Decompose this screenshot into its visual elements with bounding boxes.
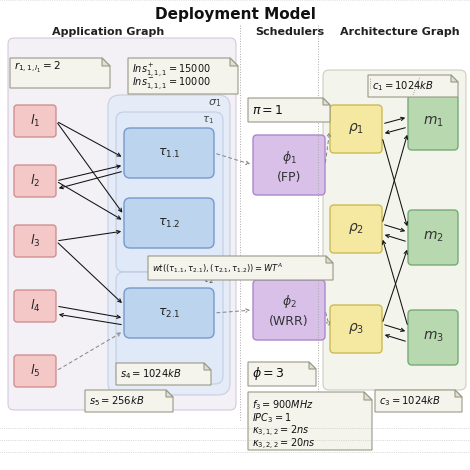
Text: $Ins^+_{1,1,1} = 15000$: $Ins^+_{1,1,1} = 15000$ [132,61,211,78]
FancyBboxPatch shape [14,355,56,387]
Polygon shape [248,98,330,122]
Polygon shape [309,362,316,369]
FancyBboxPatch shape [408,210,458,265]
Polygon shape [10,58,110,88]
FancyBboxPatch shape [14,105,56,137]
FancyBboxPatch shape [124,128,214,178]
Text: $\rho_3$: $\rho_3$ [348,321,364,337]
Polygon shape [204,363,211,370]
Text: $l_5$: $l_5$ [30,363,40,379]
Polygon shape [364,392,372,400]
Text: $l_4$: $l_4$ [30,298,40,314]
Text: $l_2$: $l_2$ [30,173,40,189]
Polygon shape [326,256,333,263]
FancyBboxPatch shape [14,225,56,257]
Polygon shape [323,98,330,105]
Polygon shape [230,58,238,66]
Text: $\tau_1$: $\tau_1$ [202,114,214,126]
Text: $\phi = 3$: $\phi = 3$ [252,366,284,383]
FancyBboxPatch shape [330,105,382,153]
Text: Architecture Graph: Architecture Graph [340,27,460,37]
FancyBboxPatch shape [408,310,458,365]
Text: $m_1$: $m_1$ [423,115,443,129]
Text: (FP): (FP) [277,171,301,183]
Text: $\phi_1$: $\phi_1$ [282,149,297,165]
Text: $\tau_2$: $\tau_2$ [202,274,214,286]
Polygon shape [455,390,462,397]
Text: Schedulers: Schedulers [255,27,325,37]
Text: $l_1$: $l_1$ [30,113,40,129]
Polygon shape [166,390,173,397]
Text: $c_1 = 1024kB$: $c_1 = 1024kB$ [372,79,434,93]
Polygon shape [148,256,333,280]
Text: $f_3 = 900MHz$: $f_3 = 900MHz$ [252,398,313,412]
Text: $\rho_2$: $\rho_2$ [348,221,364,236]
Polygon shape [248,362,316,386]
Text: $\tau_{1.2}$: $\tau_{1.2}$ [158,217,180,229]
Polygon shape [248,392,372,450]
Polygon shape [116,363,211,385]
Text: (WRR): (WRR) [269,315,309,329]
FancyBboxPatch shape [330,305,382,353]
Text: $l_3$: $l_3$ [30,233,40,249]
FancyBboxPatch shape [330,205,382,253]
FancyBboxPatch shape [408,95,458,150]
Text: $\phi_2$: $\phi_2$ [282,293,297,311]
Text: $\kappa_{3,1,2} = 2ns$: $\kappa_{3,1,2} = 2ns$ [252,423,309,439]
Text: $IPC_3 = 1$: $IPC_3 = 1$ [252,411,291,425]
Text: $s_4 = 1024kB$: $s_4 = 1024kB$ [120,367,182,381]
Text: $\kappa_{3,2,2} = 20ns$: $\kappa_{3,2,2} = 20ns$ [252,437,315,452]
Polygon shape [451,75,458,82]
Text: $m_3$: $m_3$ [423,330,444,344]
Text: $Ins^-_{1,1,1} = 10000$: $Ins^-_{1,1,1} = 10000$ [132,76,211,92]
FancyBboxPatch shape [14,290,56,322]
Polygon shape [128,58,238,94]
FancyBboxPatch shape [124,288,214,338]
Text: Application Graph: Application Graph [52,27,164,37]
FancyBboxPatch shape [124,198,214,248]
Polygon shape [85,390,173,412]
Text: $\sigma_1$: $\sigma_1$ [208,97,221,109]
FancyBboxPatch shape [14,165,56,197]
FancyBboxPatch shape [116,112,223,272]
FancyBboxPatch shape [323,70,466,390]
FancyBboxPatch shape [253,135,325,195]
Text: $\tau_{1.1}$: $\tau_{1.1}$ [158,147,180,159]
Polygon shape [102,58,110,66]
Text: $wt((\tau_{1.1},\tau_{2.1}),(\tau_{2.1},\tau_{1.2})) = WT^A$: $wt((\tau_{1.1},\tau_{2.1}),(\tau_{2.1},… [152,261,283,275]
Text: $m_2$: $m_2$ [423,230,443,244]
Polygon shape [368,75,458,97]
FancyBboxPatch shape [116,272,223,384]
Text: $\tau_{2.1}$: $\tau_{2.1}$ [158,306,180,320]
FancyBboxPatch shape [8,38,236,410]
FancyBboxPatch shape [108,95,230,395]
Text: $\rho_1$: $\rho_1$ [348,122,364,136]
Text: $s_5 = 256kB$: $s_5 = 256kB$ [89,394,144,408]
FancyBboxPatch shape [253,280,325,340]
Text: $r_{1,1,l_1} = 2$: $r_{1,1,l_1} = 2$ [14,60,61,75]
Text: $\pi = 1$: $\pi = 1$ [252,103,283,117]
Text: Deployment Model: Deployment Model [155,7,315,22]
Polygon shape [375,390,462,412]
Text: $c_3 = 1024kB$: $c_3 = 1024kB$ [379,394,441,408]
